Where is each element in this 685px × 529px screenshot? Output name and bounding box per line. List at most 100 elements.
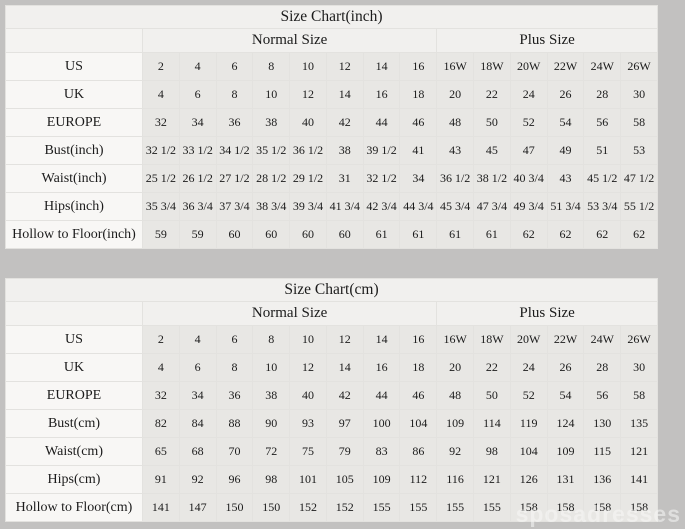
data-cell: 45 1/2 bbox=[583, 164, 622, 193]
data-cell: 16 bbox=[399, 52, 438, 81]
data-cell: 8 bbox=[252, 52, 291, 81]
row-label: Hollow to Floor(cm) bbox=[5, 493, 143, 522]
data-cell: 6 bbox=[215, 52, 254, 81]
data-cell: 59 bbox=[178, 220, 217, 249]
data-cell: 92 bbox=[178, 465, 217, 494]
data-cell: 41 3/4 bbox=[325, 192, 364, 221]
data-cell: 45 3/4 bbox=[436, 192, 475, 221]
data-cell: 12 bbox=[325, 52, 364, 81]
data-cell: 136 bbox=[583, 465, 622, 494]
data-cell: 10 bbox=[252, 80, 291, 109]
data-cell: 109 bbox=[362, 465, 401, 494]
data-cell: 109 bbox=[546, 437, 585, 466]
data-cell: 29 1/2 bbox=[289, 164, 327, 193]
table-row: EUROPE 32 34 36 38 40 42 44 46 48 50 52 54 56 58 bbox=[5, 381, 658, 410]
data-cell: 43 bbox=[436, 136, 475, 165]
data-cell: 131 bbox=[546, 465, 585, 494]
size-chart-cm-section: Size Chart(cm) Normal Size Plus Size US 2 4 6 8… bbox=[5, 278, 658, 522]
row-label: EUROPE bbox=[5, 108, 143, 137]
data-cell: 60 bbox=[215, 220, 254, 249]
data-cell: 61 bbox=[473, 220, 511, 249]
data-cell: 20W bbox=[509, 52, 548, 81]
data-cell: 26 bbox=[546, 80, 585, 109]
data-cell: 16W bbox=[436, 52, 475, 81]
data-cell: 155 bbox=[473, 493, 511, 522]
data-cell: 22 bbox=[473, 80, 511, 109]
data-cell: 116 bbox=[436, 465, 475, 494]
data-cell: 61 bbox=[436, 220, 475, 249]
data-cell: 49 3/4 bbox=[509, 192, 548, 221]
data-cell: 32 bbox=[142, 381, 180, 410]
data-cell: 114 bbox=[473, 409, 511, 438]
data-cell: 158 bbox=[620, 493, 658, 522]
data-cell: 46 bbox=[399, 108, 438, 137]
data-cell: 38 bbox=[325, 136, 364, 165]
data-cell: 4 bbox=[142, 353, 180, 382]
data-cell: 54 bbox=[546, 108, 585, 137]
data-cell: 28 1/2 bbox=[252, 164, 291, 193]
data-cell: 20 bbox=[436, 353, 475, 382]
data-cell: 47 3/4 bbox=[473, 192, 511, 221]
data-cell: 24 bbox=[509, 80, 548, 109]
data-cell: 38 1/2 bbox=[473, 164, 511, 193]
data-cell: 32 1/2 bbox=[142, 136, 180, 165]
data-cell: 82 bbox=[142, 409, 180, 438]
data-cell: 40 bbox=[289, 381, 327, 410]
data-cell: 84 bbox=[178, 409, 217, 438]
data-cell: 83 bbox=[362, 437, 401, 466]
table-row: Hollow to Floor(inch) 59 59 60 60 60 60 61 61 61 6… bbox=[5, 220, 658, 249]
data-cell: 141 bbox=[620, 465, 658, 494]
data-cell: 43 bbox=[546, 164, 585, 193]
data-cell: 36 1/2 bbox=[436, 164, 475, 193]
data-cell: 130 bbox=[583, 409, 622, 438]
data-cell: 39 1/2 bbox=[362, 136, 401, 165]
data-cell: 109 bbox=[436, 409, 475, 438]
table-row: US 2 4 6 8 10 12 14 16 16W 18W 20W 22W 24W 26W bbox=[5, 325, 658, 354]
data-cell: 86 bbox=[399, 437, 438, 466]
data-cell: 53 bbox=[620, 136, 658, 165]
data-cell: 141 bbox=[142, 493, 180, 522]
data-cell: 47 bbox=[509, 136, 548, 165]
data-cell: 36 3/4 bbox=[178, 192, 217, 221]
data-cell: 24W bbox=[583, 52, 622, 81]
data-cell: 121 bbox=[620, 437, 658, 466]
data-cell: 44 3/4 bbox=[399, 192, 438, 221]
data-cell: 52 bbox=[509, 108, 548, 137]
data-cell: 60 bbox=[289, 220, 327, 249]
data-cell: 119 bbox=[509, 409, 548, 438]
data-cell: 30 bbox=[620, 80, 658, 109]
data-cell: 135 bbox=[620, 409, 658, 438]
data-cell: 8 bbox=[215, 353, 254, 382]
data-cell: 4 bbox=[142, 80, 180, 109]
row-label: US bbox=[5, 325, 143, 354]
data-cell: 12 bbox=[325, 325, 364, 354]
data-cell: 40 3/4 bbox=[509, 164, 548, 193]
data-cell: 34 bbox=[399, 164, 438, 193]
data-cell: 88 bbox=[215, 409, 254, 438]
data-cell: 18 bbox=[399, 353, 438, 382]
row-label: EUROPE bbox=[5, 381, 143, 410]
data-cell: 12 bbox=[289, 353, 327, 382]
data-cell: 50 bbox=[473, 108, 511, 137]
row-label: Hips(inch) bbox=[5, 192, 143, 221]
data-cell: 42 3/4 bbox=[362, 192, 401, 221]
title-row: Size Chart(inch) bbox=[5, 5, 658, 29]
data-cell: 58 bbox=[620, 381, 658, 410]
data-cell: 47 1/2 bbox=[620, 164, 658, 193]
data-cell: 62 bbox=[509, 220, 548, 249]
data-cell: 6 bbox=[178, 80, 217, 109]
data-cell: 22 bbox=[473, 353, 511, 382]
data-cell: 158 bbox=[546, 493, 585, 522]
data-cell: 16W bbox=[436, 325, 475, 354]
row-label: Hips(cm) bbox=[5, 465, 143, 494]
data-cell: 121 bbox=[473, 465, 511, 494]
data-cell: 37 3/4 bbox=[215, 192, 254, 221]
data-cell: 46 bbox=[399, 381, 438, 410]
row-label: Bust(cm) bbox=[5, 409, 143, 438]
data-cell: 18W bbox=[473, 52, 511, 81]
group-header-plus-size: Plus Size bbox=[436, 301, 658, 326]
data-cell: 35 1/2 bbox=[252, 136, 291, 165]
table-row: Hips(cm) 91 92 96 98 101 105 109 112 116 121 126 131… bbox=[5, 465, 658, 494]
data-cell: 28 bbox=[583, 80, 622, 109]
table-row: Waist(inch) 25 1/2 26 1/2 27 1/2 28 1/2 29 1/… bbox=[5, 164, 658, 193]
